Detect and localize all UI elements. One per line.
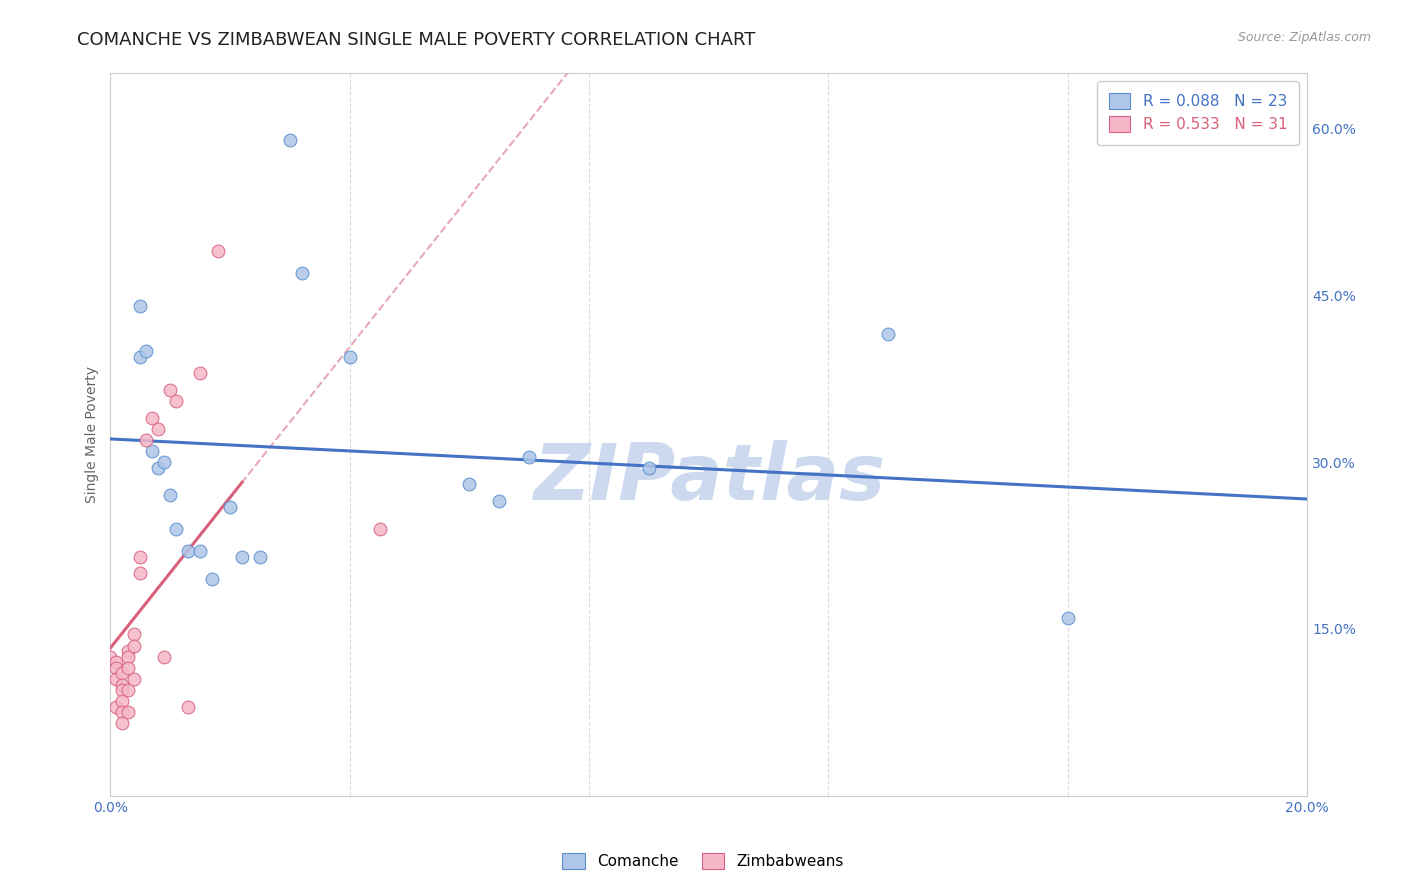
Point (153, 649, 176, 664)
Text: Source: ZipAtlas.com: Source: ZipAtlas.com (1237, 31, 1371, 45)
Point (159, 488, 181, 502)
Point (877, 327, 900, 342)
Point (129, 549, 152, 564)
Point (148, 460, 170, 475)
Point (117, 644, 139, 658)
Point (148, 422, 170, 436)
Point (105, 672, 128, 686)
Point (177, 544, 200, 558)
Point (368, 522, 391, 536)
Point (291, 266, 314, 280)
Point (638, 460, 661, 475)
Point (117, 706, 139, 720)
Point (1056, 611, 1078, 625)
Point (100, 649, 122, 664)
Text: ZIPatlas: ZIPatlas (533, 440, 884, 516)
Point (105, 699, 128, 714)
Point (249, 549, 271, 564)
Point (188, 544, 211, 558)
Point (278, 133, 301, 147)
Point (231, 549, 253, 564)
Point (165, 522, 187, 536)
Point (124, 639, 146, 653)
Point (111, 666, 134, 681)
Point (111, 716, 134, 731)
Point (105, 661, 128, 675)
Point (129, 350, 152, 364)
Point (201, 572, 224, 586)
Point (129, 300, 152, 314)
Point (117, 649, 139, 664)
Point (165, 394, 187, 409)
Point (177, 699, 200, 714)
Point (124, 627, 146, 641)
Point (117, 683, 139, 698)
Point (159, 383, 181, 397)
Point (111, 706, 134, 720)
Point (141, 410, 163, 425)
Point (458, 477, 481, 491)
Point (188, 366, 211, 380)
Point (488, 494, 510, 508)
Point (153, 455, 176, 469)
Point (219, 500, 242, 514)
Point (111, 694, 134, 708)
Text: COMANCHE VS ZIMBABWEAN SINGLE MALE POVERTY CORRELATION CHART: COMANCHE VS ZIMBABWEAN SINGLE MALE POVER… (77, 31, 755, 49)
Point (135, 433, 157, 447)
Point (135, 343, 157, 358)
Legend: Comanche, Zimbabweans: Comanche, Zimbabweans (555, 847, 851, 875)
Point (339, 350, 361, 364)
Point (105, 655, 128, 669)
Point (111, 677, 134, 691)
Point (129, 566, 152, 581)
Point (117, 661, 139, 675)
Point (124, 672, 146, 686)
Point (517, 450, 540, 464)
Y-axis label: Single Male Poverty: Single Male Poverty (86, 366, 100, 503)
Point (207, 244, 229, 258)
Point (141, 444, 163, 458)
Legend: R = 0.088   N = 23, R = 0.533   N = 31: R = 0.088 N = 23, R = 0.533 N = 31 (1097, 80, 1299, 145)
Point (111, 683, 134, 698)
